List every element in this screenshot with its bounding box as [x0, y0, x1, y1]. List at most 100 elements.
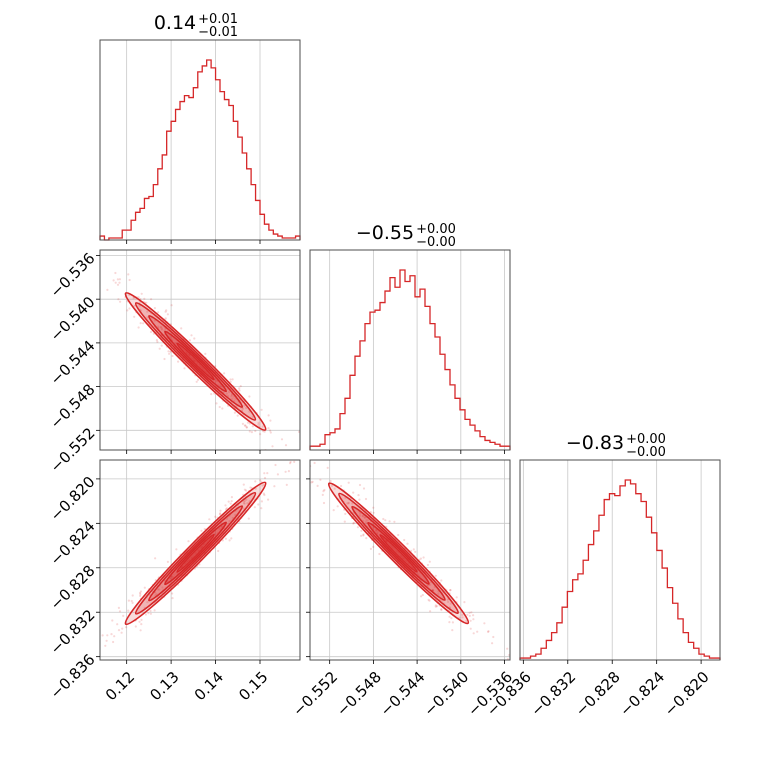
sample-point	[130, 599, 133, 603]
sample-point	[248, 395, 251, 398]
sample-point	[138, 591, 142, 595]
pair-content	[96, 253, 300, 450]
sample-point	[168, 577, 172, 580]
sample-point	[429, 610, 432, 613]
sample-point	[156, 340, 159, 343]
sample-point	[245, 406, 248, 410]
sample-point	[466, 613, 469, 616]
sample-point	[171, 592, 174, 595]
sample-point	[449, 589, 452, 592]
x-tick-label: −0.820	[661, 668, 713, 720]
sample-point	[150, 298, 153, 301]
sample-point	[224, 537, 227, 540]
sample-point	[257, 503, 260, 506]
sample-point	[492, 663, 494, 665]
sample-point	[261, 484, 264, 487]
sample-point	[351, 502, 354, 505]
sample-point	[463, 601, 466, 604]
sample-point	[447, 600, 450, 604]
sample-point	[203, 527, 206, 531]
panel-frame	[519, 459, 721, 661]
pair-content	[90, 460, 296, 647]
sample-point	[364, 497, 368, 501]
sample-point	[154, 557, 157, 560]
sample-point	[329, 479, 332, 483]
sample-point	[195, 380, 198, 383]
sample-point	[204, 352, 207, 355]
y-tick-label: −0.836	[47, 650, 99, 702]
sample-point	[263, 476, 267, 480]
sample-point	[116, 278, 119, 281]
sample-point	[465, 619, 468, 622]
histogram-panel: −0.83 +0.00−0.00	[519, 432, 721, 664]
sample-point	[249, 486, 252, 489]
sample-point	[476, 630, 479, 633]
sample-point	[361, 514, 364, 518]
title-upper-error: +0.00	[416, 222, 456, 237]
sample-point	[234, 513, 237, 517]
pair-content	[310, 460, 510, 665]
sample-point	[220, 526, 223, 529]
sample-point	[160, 328, 164, 331]
x-tick-label: −0.544	[377, 668, 429, 720]
sample-point	[245, 489, 248, 492]
sample-point	[366, 519, 369, 522]
y-tick-label: −0.824	[47, 517, 99, 569]
sample-point	[225, 392, 228, 395]
sample-point	[293, 460, 296, 463]
sample-point	[154, 594, 157, 597]
sample-point	[263, 430, 266, 433]
sample-point	[284, 444, 288, 447]
sample-point	[227, 500, 230, 503]
sample-point	[247, 517, 250, 520]
histogram-line	[309, 269, 511, 450]
sample-point	[234, 397, 237, 400]
sample-point	[147, 612, 150, 615]
sample-point	[241, 407, 245, 410]
sample-point	[414, 550, 417, 554]
sample-point	[322, 490, 325, 493]
title-lower-error: −0.00	[626, 445, 666, 460]
sample-point	[451, 629, 454, 632]
sample-point	[448, 615, 451, 618]
sample-point	[248, 500, 251, 503]
sample-point	[96, 253, 98, 255]
x-tick-label: 0.12	[102, 668, 138, 704]
sample-point	[470, 611, 473, 614]
sample-point	[143, 297, 146, 300]
sample-point	[251, 425, 254, 428]
pair-panel	[90, 459, 301, 664]
sample-point	[140, 623, 143, 626]
sample-point	[164, 310, 167, 313]
sample-point	[359, 512, 362, 515]
sample-point	[369, 547, 372, 551]
sample-point	[171, 354, 174, 358]
sample-point	[183, 367, 186, 370]
sample-point	[230, 537, 233, 540]
sample-point	[254, 480, 257, 483]
sample-point	[257, 423, 260, 426]
sample-point	[244, 424, 247, 427]
sample-point	[193, 337, 196, 340]
sample-point	[187, 540, 190, 543]
sample-point	[139, 590, 143, 593]
sample-point	[420, 595, 423, 598]
sample-point	[262, 483, 265, 486]
sample-point	[365, 537, 368, 540]
sample-point	[101, 634, 104, 637]
sample-point	[352, 521, 355, 525]
sample-point	[378, 552, 381, 556]
sample-point	[261, 425, 264, 428]
sample-point	[118, 281, 121, 284]
sample-point	[177, 360, 180, 363]
sample-point	[90, 627, 92, 629]
sample-point	[450, 617, 453, 620]
histogram-panel: 0.14 +0.01−0.01	[99, 12, 301, 244]
sample-point	[214, 515, 217, 518]
sample-point	[472, 614, 475, 617]
sample-point	[358, 483, 362, 487]
sample-point	[449, 589, 452, 592]
sample-point	[469, 627, 472, 630]
sample-point	[139, 594, 142, 598]
sample-point	[230, 393, 234, 397]
